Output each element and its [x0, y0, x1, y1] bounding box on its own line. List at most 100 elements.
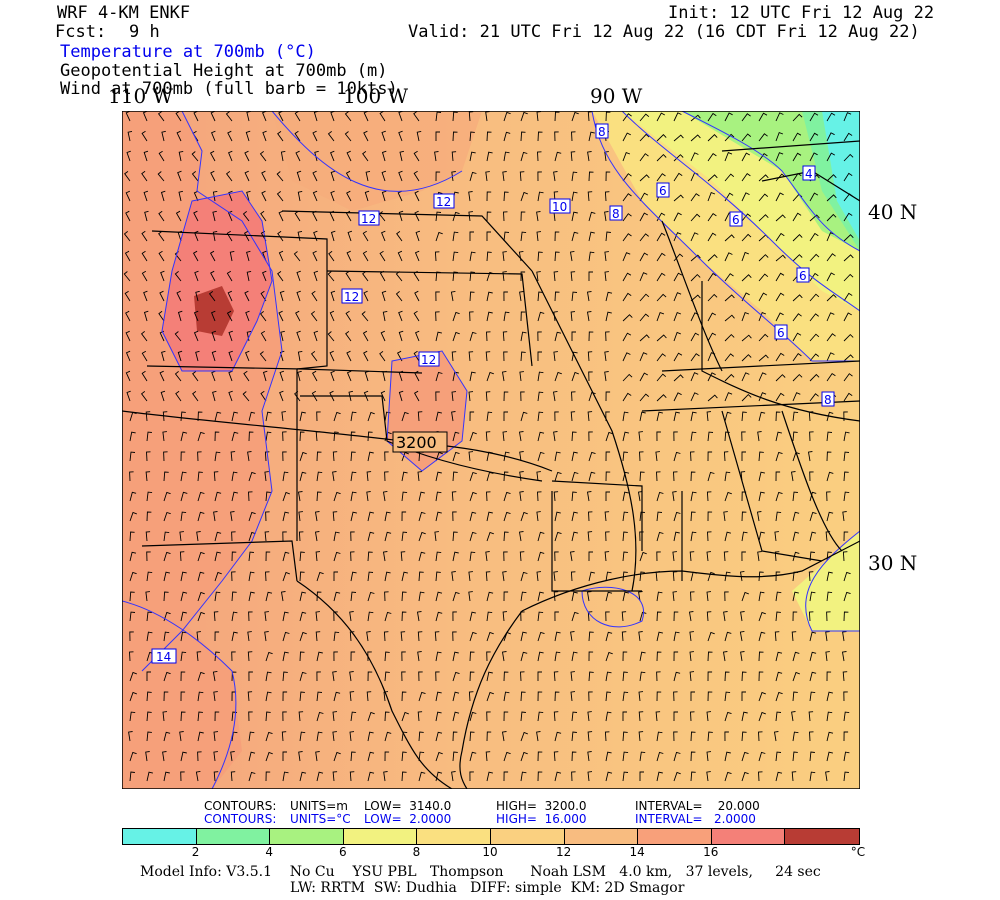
wind-barb	[469, 291, 475, 302]
wind-barb	[367, 451, 374, 462]
wind-barb	[707, 152, 717, 162]
wind-barb	[452, 631, 457, 642]
wind-barb	[503, 451, 510, 462]
wind-barb	[265, 571, 270, 582]
wind-barb	[280, 591, 286, 602]
wind-barb	[332, 451, 338, 462]
wind-barb	[537, 711, 544, 722]
wind-barb	[367, 511, 375, 522]
wind-barb	[723, 551, 729, 562]
wind-barb	[639, 471, 645, 482]
wind-barb	[571, 451, 578, 462]
wind-barb	[129, 531, 135, 542]
wind-barb	[228, 330, 233, 342]
contour-label: 12	[433, 193, 455, 209]
wind-barb	[825, 771, 830, 782]
wind-barb	[212, 190, 218, 202]
isotherm-12-west	[141, 111, 283, 672]
wind-barb	[792, 313, 802, 322]
wind-barb	[452, 511, 457, 522]
wind-barb	[622, 314, 633, 322]
wind-barb	[158, 150, 165, 162]
wind-barb	[758, 193, 769, 202]
wind-barb	[294, 111, 301, 122]
wind-barb	[571, 231, 579, 242]
wind-barb	[775, 671, 783, 682]
wind-barb	[656, 293, 667, 302]
wind-barb	[656, 312, 665, 322]
wind-barb	[503, 511, 511, 522]
wind-barb	[163, 571, 171, 582]
wind-barb	[707, 471, 715, 482]
contour-label: 6	[729, 211, 743, 227]
wind-barb	[214, 451, 221, 462]
wind-barb	[553, 571, 558, 582]
wind-barb	[297, 370, 302, 382]
wind-barb	[520, 731, 528, 742]
wind-barb	[843, 471, 849, 482]
wind-barb	[486, 711, 491, 722]
wind-barb	[141, 230, 148, 242]
wind-barb	[622, 691, 629, 702]
wind-barb	[451, 171, 456, 182]
wind-barb	[673, 771, 681, 782]
wind-barb	[299, 431, 305, 442]
wind-barb	[278, 310, 284, 322]
wind-barb	[639, 293, 650, 302]
height-high: HIGH= 3200.0	[496, 799, 587, 813]
wind-barb	[690, 491, 697, 502]
wind-barb	[639, 372, 649, 382]
wind-barb	[673, 331, 681, 342]
wind-barb	[350, 471, 357, 482]
wind-barb	[180, 651, 187, 662]
wind-barb	[192, 391, 199, 402]
wind-barb	[503, 291, 508, 302]
wind-barb	[129, 611, 136, 622]
wind-barb	[758, 711, 766, 722]
wind-barb	[809, 751, 815, 762]
wind-barb	[741, 531, 748, 542]
wind-barb	[588, 451, 596, 462]
wind-barb	[775, 272, 785, 282]
wind-barb	[639, 411, 646, 422]
wind-barb	[146, 611, 153, 622]
wind-barb	[672, 551, 677, 562]
wind-barb	[690, 213, 701, 222]
colorbar-segment	[564, 829, 639, 844]
wind-barb	[191, 171, 199, 182]
wind-barb	[381, 290, 387, 302]
wind-barb	[826, 711, 833, 722]
wind-barb	[330, 190, 335, 202]
wind-barb	[399, 150, 405, 162]
wind-barb	[160, 390, 166, 402]
wind-barb	[346, 370, 352, 382]
wind-barb	[690, 273, 701, 282]
wind-barb	[758, 631, 766, 642]
wind-barb	[414, 290, 420, 302]
wind-barb	[520, 691, 526, 702]
wind-barb	[434, 151, 439, 162]
wind-barb	[197, 411, 203, 422]
wind-barb	[843, 751, 850, 762]
wind-barb	[707, 134, 718, 142]
wind-barb	[809, 491, 817, 502]
wind-barb	[296, 290, 301, 302]
wind-barb	[673, 691, 678, 702]
wind-barb	[298, 751, 303, 762]
wind-barb	[792, 671, 800, 682]
wind-barb	[739, 630, 745, 642]
wind-barb	[330, 290, 336, 302]
wind-barb	[418, 771, 426, 782]
wind-barb	[243, 230, 250, 242]
wind-barb	[214, 591, 221, 602]
wind-barb	[418, 551, 426, 562]
wind-barb	[123, 231, 131, 242]
wind-barb	[435, 511, 442, 522]
wind-barb	[571, 291, 578, 302]
wind-barb	[362, 330, 369, 342]
wind-barb	[231, 411, 239, 422]
wind-barb	[129, 431, 136, 442]
wind-barb	[604, 211, 609, 222]
wind-barb	[362, 151, 369, 162]
wind-barb	[843, 431, 850, 442]
